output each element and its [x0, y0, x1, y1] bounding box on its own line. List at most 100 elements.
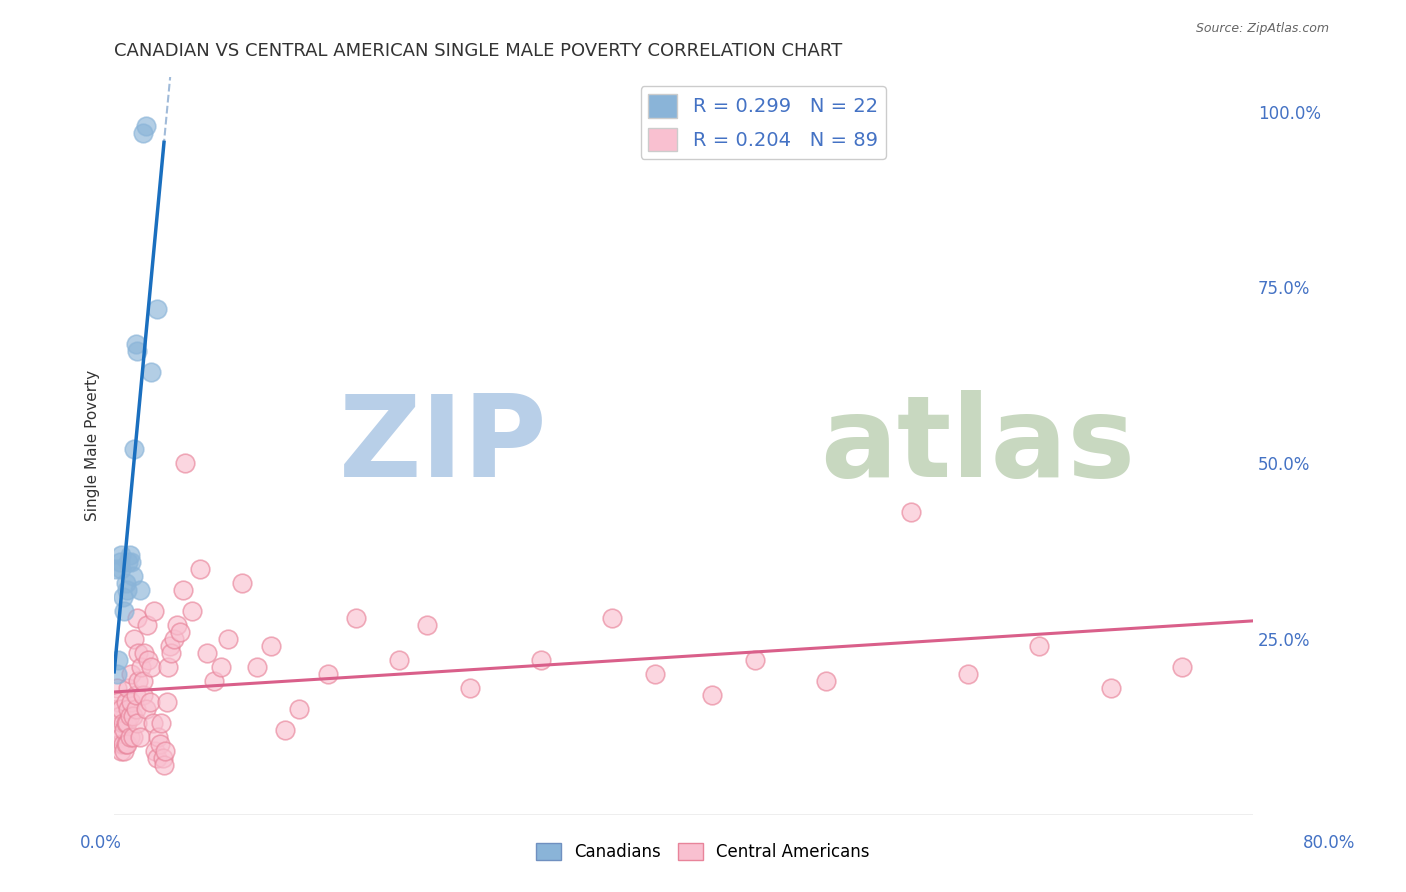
Point — [107, 695, 129, 709]
Point — [602, 611, 624, 625]
Point — [163, 632, 186, 646]
Point — [118, 731, 141, 745]
Point — [128, 731, 150, 745]
Point — [110, 561, 132, 575]
Point — [142, 716, 165, 731]
Point — [134, 702, 156, 716]
Point — [118, 548, 141, 562]
Point — [131, 673, 153, 688]
Point — [146, 751, 169, 765]
Point — [125, 716, 148, 731]
Point — [114, 716, 136, 731]
Point — [274, 723, 297, 738]
Point — [166, 617, 188, 632]
Point — [115, 737, 138, 751]
Point — [121, 568, 143, 582]
Point — [160, 646, 183, 660]
Point — [110, 744, 132, 758]
Point — [814, 673, 837, 688]
Point — [105, 667, 128, 681]
Point — [138, 653, 160, 667]
Point — [188, 561, 211, 575]
Point — [231, 575, 253, 590]
Point — [217, 632, 239, 646]
Point — [195, 646, 218, 660]
Point — [245, 660, 267, 674]
Point — [124, 702, 146, 716]
Point — [104, 561, 127, 575]
Point — [105, 702, 128, 716]
Point — [110, 702, 132, 716]
Point — [174, 456, 197, 470]
Point — [141, 660, 163, 674]
Point — [120, 695, 142, 709]
Point — [744, 653, 766, 667]
Point — [135, 617, 157, 632]
Point — [108, 709, 131, 723]
Point — [344, 611, 367, 625]
Point — [150, 716, 173, 731]
Point — [107, 723, 129, 738]
Point — [146, 301, 169, 316]
Point — [169, 624, 191, 639]
Point — [159, 639, 181, 653]
Point — [260, 639, 283, 653]
Point — [157, 660, 180, 674]
Point — [148, 731, 170, 745]
Point — [111, 590, 134, 604]
Point — [131, 688, 153, 702]
Point — [117, 702, 139, 716]
Y-axis label: Single Male Poverty: Single Male Poverty — [86, 370, 100, 521]
Point — [416, 617, 439, 632]
Point — [1028, 639, 1050, 653]
Point — [105, 681, 128, 695]
Point — [134, 119, 156, 133]
Text: 80.0%: 80.0% — [1302, 834, 1355, 852]
Point — [131, 126, 153, 140]
Point — [152, 751, 174, 765]
Point — [288, 702, 311, 716]
Point — [1099, 681, 1122, 695]
Point — [117, 555, 139, 569]
Point — [700, 688, 723, 702]
Point — [957, 667, 980, 681]
Point — [644, 667, 666, 681]
Point — [118, 709, 141, 723]
Point — [125, 611, 148, 625]
Point — [107, 653, 129, 667]
Point — [458, 681, 481, 695]
Point — [124, 688, 146, 702]
Point — [108, 737, 131, 751]
Point — [530, 653, 553, 667]
Point — [122, 442, 145, 456]
Point — [108, 555, 131, 569]
Point — [114, 737, 136, 751]
Point — [129, 660, 152, 674]
Point — [149, 737, 172, 751]
Text: ZIP: ZIP — [339, 390, 547, 501]
Point — [316, 667, 339, 681]
Point — [112, 744, 135, 758]
Point — [1170, 660, 1192, 674]
Point — [122, 632, 145, 646]
Point — [111, 716, 134, 731]
Point — [125, 343, 148, 358]
Legend: Canadians, Central Americans: Canadians, Central Americans — [530, 836, 876, 868]
Point — [115, 716, 138, 731]
Text: CANADIAN VS CENTRAL AMERICAN SINGLE MALE POVERTY CORRELATION CHART: CANADIAN VS CENTRAL AMERICAN SINGLE MALE… — [114, 42, 842, 60]
Point — [202, 673, 225, 688]
Point — [156, 695, 179, 709]
Point — [112, 723, 135, 738]
Point — [120, 667, 142, 681]
Point — [181, 604, 204, 618]
Text: atlas: atlas — [820, 390, 1135, 501]
Text: Source: ZipAtlas.com: Source: ZipAtlas.com — [1195, 22, 1329, 36]
Text: 0.0%: 0.0% — [80, 834, 122, 852]
Point — [172, 582, 194, 597]
Point — [110, 548, 132, 562]
Point — [127, 646, 149, 660]
Point — [114, 575, 136, 590]
Point — [112, 604, 135, 618]
Point — [121, 709, 143, 723]
Point — [117, 681, 139, 695]
